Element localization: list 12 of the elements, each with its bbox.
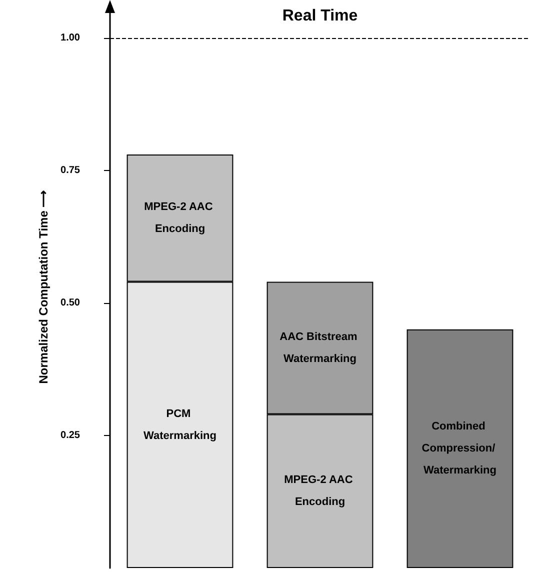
text: MPEG-2 AAC Encoding	[144, 201, 213, 236]
series-label: AAC Bitstream Watermarking	[280, 330, 360, 365]
series-label: Combined Compression/ Watermarking	[422, 420, 498, 477]
y-tick-label: 0.25	[60, 430, 80, 441]
bar	[406, 329, 514, 568]
y-tick-label: 0.50	[60, 297, 80, 308]
series-label: MPEG-2 AAC Encoding	[284, 474, 356, 508]
y-axis-title: Normalized Computation Time ⟶	[36, 190, 51, 384]
series-label: PCM Watermarking	[144, 408, 216, 442]
ref-line-label: Real Time	[282, 7, 358, 24]
y-tick-label: 1.00	[60, 32, 80, 44]
y-tick-label: 0.75	[60, 164, 80, 176]
